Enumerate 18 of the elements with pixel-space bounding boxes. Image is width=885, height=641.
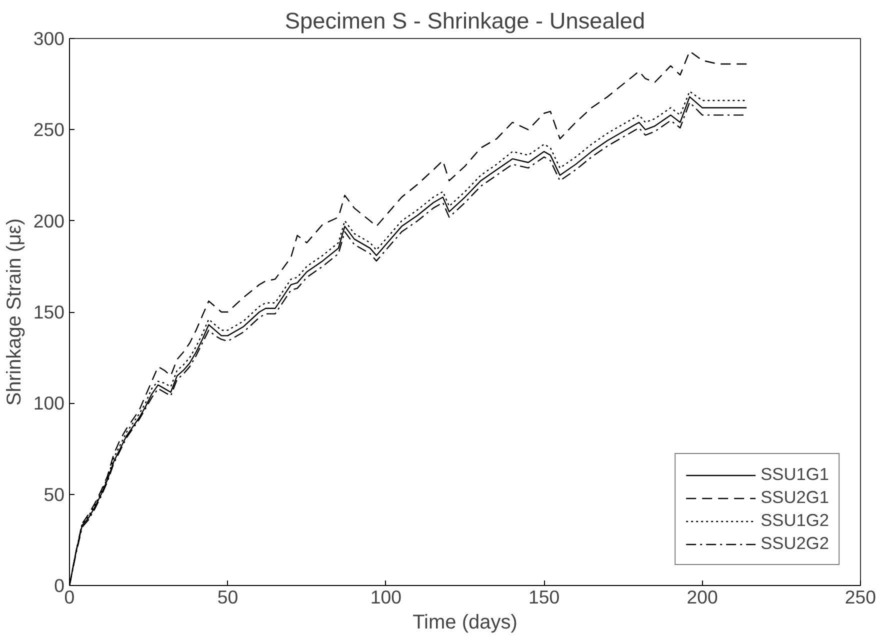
x-tick-label: 150 xyxy=(528,586,560,608)
legend-label: SSU1G1 xyxy=(760,464,829,485)
y-axis-title: Shrinkage Strain (με) xyxy=(3,218,26,406)
legend-label: SSU2G2 xyxy=(760,533,829,554)
x-tick-label: 200 xyxy=(686,586,718,608)
y-tick-label: 250 xyxy=(33,119,65,140)
chart-title: Specimen S - Shrinkage - Unsealed xyxy=(284,8,646,34)
y-tick-label: 200 xyxy=(33,210,65,232)
legend-label: SSU2G1 xyxy=(760,487,829,508)
legend-label: SSU1G2 xyxy=(760,510,829,531)
x-tick-label: 100 xyxy=(370,586,402,608)
y-tick-label: 100 xyxy=(33,392,65,414)
y-tick-label: 300 xyxy=(33,28,65,49)
x-tick-label: 250 xyxy=(844,586,876,608)
x-axis-title: Time (days) xyxy=(412,612,518,634)
x-tick-label: 50 xyxy=(217,586,238,608)
y-tick-label: 150 xyxy=(33,302,65,322)
y-tick-label: 50 xyxy=(44,484,65,505)
